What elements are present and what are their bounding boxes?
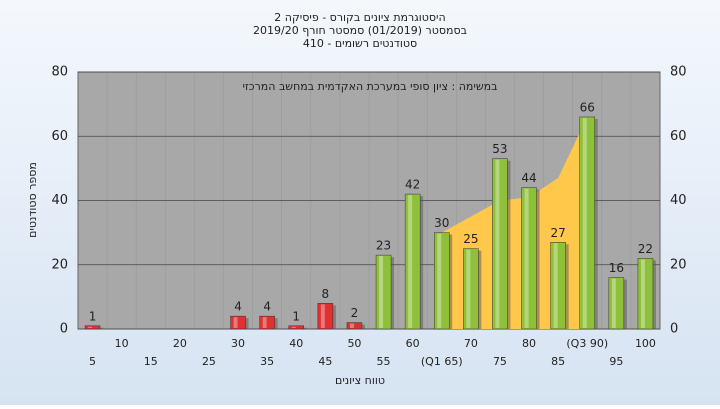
chart-subtitle: בסמסטר (01/2019) סמסטר חורף 2019/20 — [253, 24, 467, 37]
annotation: במשימה : ציון סופי במערכת האקדמית במחשב … — [243, 80, 498, 93]
chart-subtitle: סטודנטים רשומים - 410 — [303, 37, 417, 50]
data-label: 66 — [580, 100, 595, 114]
bar-highlight — [524, 188, 529, 328]
y-axis-label: מספר סטודנטים — [26, 162, 39, 238]
x-tick-label: 75 — [493, 355, 507, 368]
data-label: 30 — [434, 216, 449, 230]
data-label: 44 — [521, 171, 536, 185]
x-tick-label: 60 — [406, 337, 420, 350]
bar — [230, 315, 246, 330]
chart-title: היסטוגרמת ציונים בקורס - פיסיקה 2 — [274, 11, 445, 24]
bar — [259, 315, 275, 330]
bar — [346, 322, 363, 330]
data-label: 53 — [492, 142, 507, 156]
bar-highlight — [611, 278, 616, 328]
bar — [521, 187, 537, 330]
y-tick-label: 80 — [51, 65, 68, 80]
bar-highlight — [262, 317, 267, 328]
x-tick-label: 55 — [377, 355, 391, 368]
bar-highlight — [291, 326, 296, 328]
x-axis-label: טווח ציונים — [335, 374, 385, 387]
x-tick-label: 100 — [635, 337, 656, 350]
bar-highlight — [320, 304, 325, 328]
bar-highlight — [437, 233, 442, 328]
x-tick-label: 45 — [318, 355, 332, 368]
y2-tick-label: 20 — [670, 257, 687, 272]
bar — [375, 254, 392, 330]
x-tick-label: 5 — [89, 355, 96, 368]
x-tick-label: 70 — [464, 337, 478, 350]
bar-highlight — [379, 256, 384, 328]
y2-tick-label: 60 — [670, 129, 687, 144]
x-tick-label: (Q1 65) — [421, 355, 463, 368]
bar-highlight — [408, 195, 413, 328]
x-tick-label: 40 — [289, 337, 303, 350]
y-tick-label: 0 — [60, 322, 68, 337]
bar-highlight — [640, 259, 645, 328]
bar-highlight — [349, 323, 354, 328]
data-label: 16 — [609, 261, 624, 275]
data-label: 25 — [463, 232, 478, 246]
bar — [404, 193, 421, 330]
bar-highlight — [233, 317, 238, 328]
bar — [637, 258, 654, 330]
data-label: 1 — [89, 309, 97, 323]
data-label: 42 — [405, 178, 420, 192]
x-tick-label: 20 — [173, 337, 187, 350]
data-label: 27 — [551, 226, 566, 240]
bar — [579, 116, 595, 330]
bar — [463, 248, 479, 330]
bar — [84, 325, 101, 330]
x-tick-label: (Q3 90) — [566, 337, 608, 350]
bar — [434, 232, 450, 330]
bar — [550, 242, 566, 330]
bar-highlight — [582, 117, 587, 328]
data-label: 23 — [376, 239, 391, 253]
y-tick-label: 40 — [51, 193, 68, 208]
x-tick-label: 10 — [115, 337, 129, 350]
bar — [492, 158, 508, 330]
data-label: 4 — [234, 300, 242, 314]
x-tick-label: 95 — [609, 355, 623, 368]
y2-tick-label: 0 — [670, 322, 678, 337]
bar — [288, 325, 304, 330]
data-label: 1 — [292, 309, 300, 323]
y-tick-label: 60 — [51, 129, 68, 144]
bar — [608, 277, 625, 330]
x-tick-label: 15 — [144, 355, 158, 368]
data-label: 2 — [351, 306, 359, 320]
bar-highlight — [553, 243, 558, 328]
bar — [317, 303, 334, 330]
y-tick-label: 20 — [51, 257, 68, 272]
y2-tick-label: 40 — [670, 193, 687, 208]
x-tick-label: 30 — [231, 337, 245, 350]
x-tick-label: 50 — [347, 337, 361, 350]
y2-tick-label: 80 — [670, 65, 687, 80]
bar-highlight — [495, 159, 500, 328]
data-label: 22 — [638, 242, 653, 256]
x-tick-label: 85 — [551, 355, 565, 368]
data-label: 8 — [322, 287, 330, 301]
x-tick-label: 80 — [522, 337, 536, 350]
bar-highlight — [466, 249, 471, 328]
x-tick-label: 35 — [260, 355, 274, 368]
data-label: 4 — [263, 300, 271, 314]
bar-highlight — [88, 326, 93, 328]
x-tick-label: 25 — [202, 355, 216, 368]
